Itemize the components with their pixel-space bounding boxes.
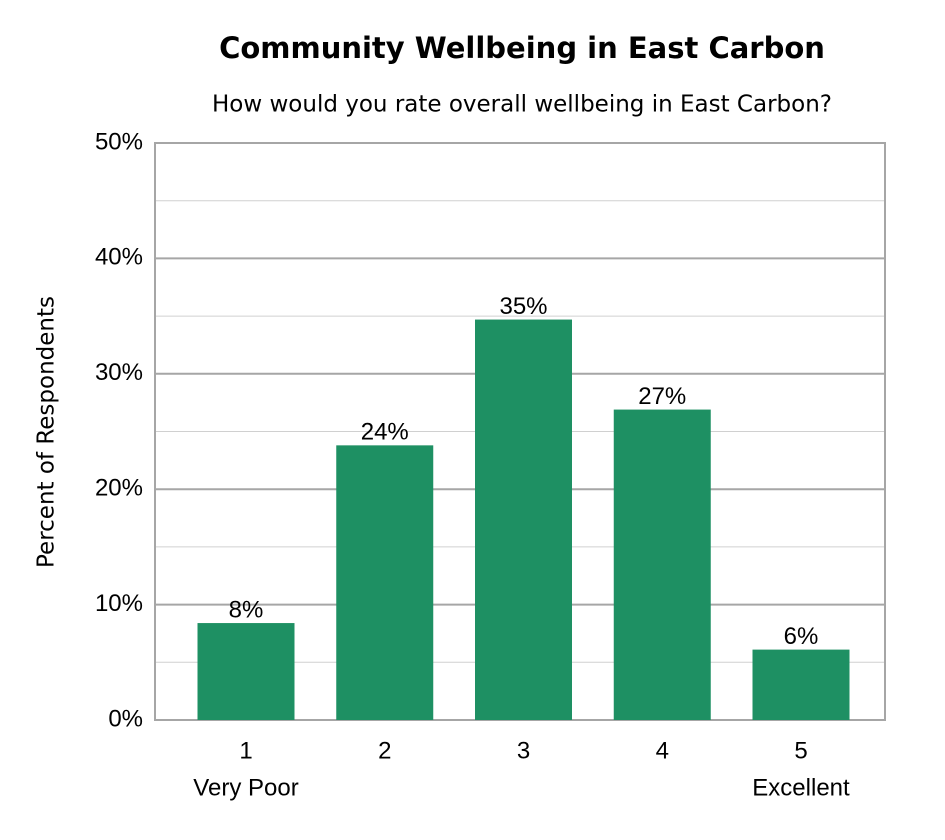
x-tick-label: 2 (378, 737, 391, 764)
bar (752, 649, 850, 720)
y-axis-label: Percent of Respondents (34, 296, 60, 568)
value-label: 27% (638, 383, 686, 410)
x-tick-label: 1 (239, 737, 252, 764)
x-tick-label: 5 (794, 737, 807, 764)
x-tick-label: 3 (517, 737, 530, 764)
x-tick-label: 4 (656, 737, 669, 764)
y-tick-label: 30% (95, 359, 143, 386)
value-label: 35% (499, 293, 547, 320)
y-tick-label: 50% (95, 128, 143, 155)
x-tick-sublabel: Excellent (752, 774, 850, 801)
y-tick-label: 40% (95, 244, 143, 271)
bar (475, 319, 572, 720)
chart-title: Community Wellbeing in East Carbon (219, 31, 825, 65)
bar (336, 445, 434, 720)
value-label: 6% (784, 623, 819, 650)
x-tick-sublabel: Very Poor (193, 774, 298, 801)
y-tick-label: 20% (95, 475, 143, 502)
chart-subtitle: How would you rate overall wellbeing in … (212, 92, 832, 118)
bar (613, 409, 711, 720)
y-tick-label: 10% (95, 590, 143, 617)
y-tick-label: 0% (108, 705, 143, 732)
value-label: 8% (229, 596, 264, 623)
bar (197, 623, 295, 720)
value-label: 24% (361, 419, 409, 446)
